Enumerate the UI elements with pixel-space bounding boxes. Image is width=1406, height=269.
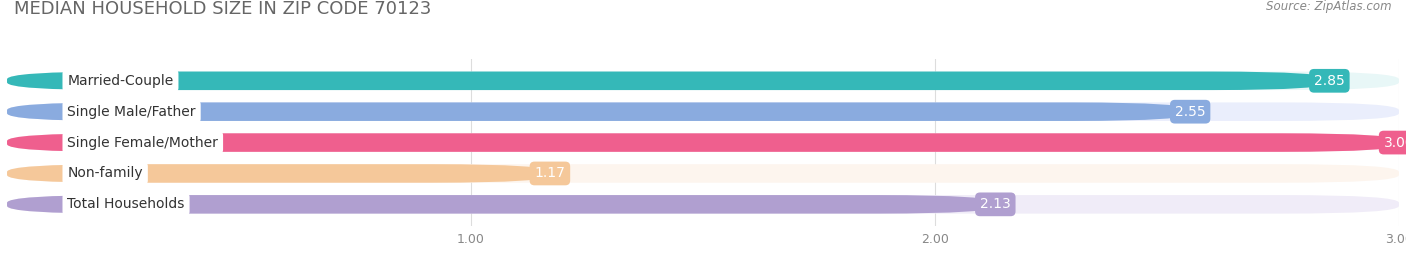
Text: MEDIAN HOUSEHOLD SIZE IN ZIP CODE 70123: MEDIAN HOUSEHOLD SIZE IN ZIP CODE 70123 [14, 0, 432, 18]
FancyBboxPatch shape [7, 72, 1330, 90]
Text: 2.55: 2.55 [1175, 105, 1205, 119]
FancyBboxPatch shape [7, 133, 1399, 152]
FancyBboxPatch shape [7, 164, 1399, 183]
Text: Single Male/Father: Single Male/Father [67, 105, 195, 119]
Text: 1.17: 1.17 [534, 167, 565, 180]
FancyBboxPatch shape [7, 195, 995, 214]
FancyBboxPatch shape [7, 164, 550, 183]
Text: 2.85: 2.85 [1315, 74, 1344, 88]
FancyBboxPatch shape [7, 133, 1399, 152]
FancyBboxPatch shape [7, 72, 1399, 90]
Text: Married-Couple: Married-Couple [67, 74, 173, 88]
FancyBboxPatch shape [7, 195, 1399, 214]
Text: 3.00: 3.00 [1384, 136, 1406, 150]
Text: Source: ZipAtlas.com: Source: ZipAtlas.com [1267, 0, 1392, 13]
FancyBboxPatch shape [7, 102, 1189, 121]
Text: Non-family: Non-family [67, 167, 143, 180]
Text: Total Households: Total Households [67, 197, 184, 211]
Text: 2.13: 2.13 [980, 197, 1011, 211]
FancyBboxPatch shape [7, 102, 1399, 121]
Text: Single Female/Mother: Single Female/Mother [67, 136, 218, 150]
